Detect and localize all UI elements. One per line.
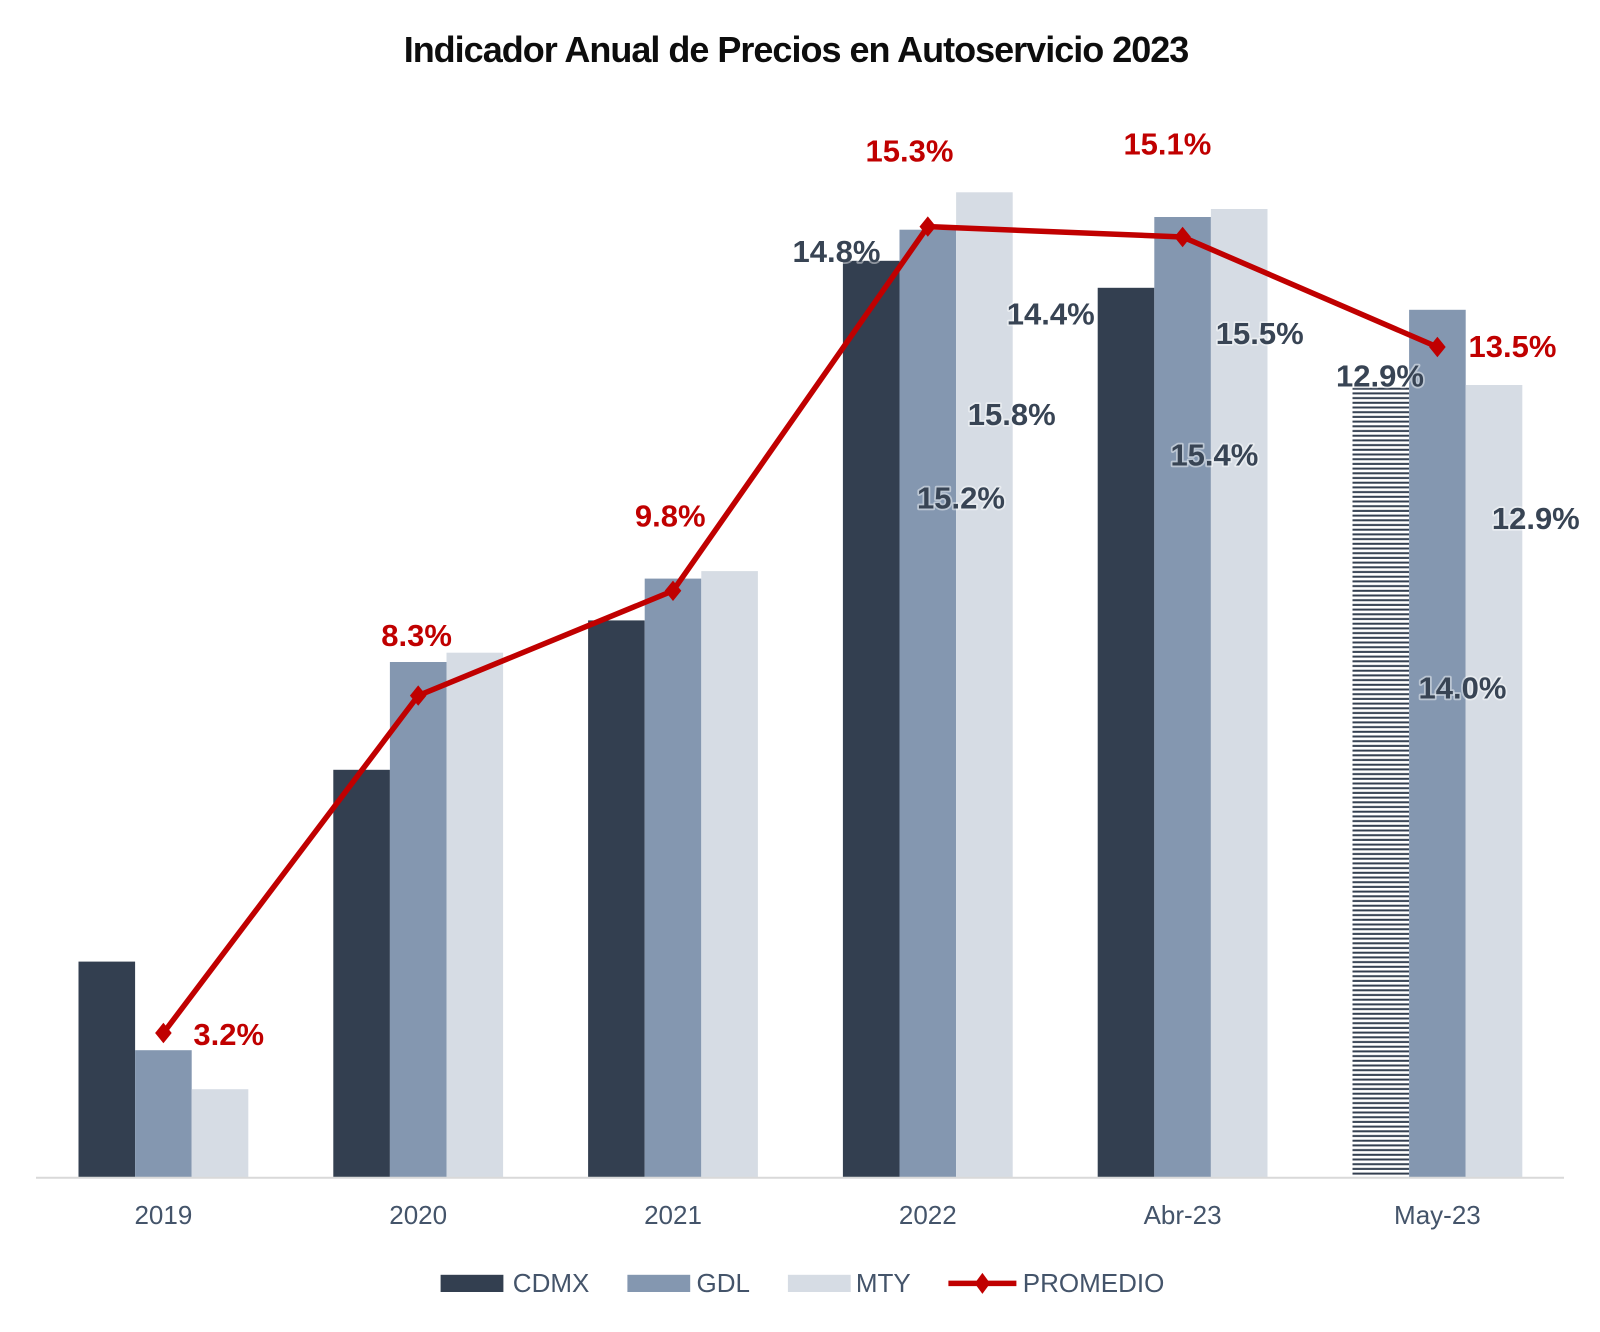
svg-text:15.3%: 15.3%: [866, 134, 954, 169]
svg-text:Indicador Anual de Precios en: Indicador Anual de Precios en Autoservic…: [404, 29, 1189, 70]
svg-text:15.5%: 15.5%: [1216, 316, 1304, 351]
svg-text:2021: 2021: [644, 1200, 702, 1230]
svg-text:15.2%: 15.2%: [917, 481, 1005, 516]
svg-text:15.8%: 15.8%: [968, 397, 1056, 432]
svg-text:CDMX: CDMX: [513, 1268, 590, 1298]
svg-text:2022: 2022: [899, 1200, 957, 1230]
svg-text:15.4%: 15.4%: [1170, 438, 1258, 473]
svg-text:14.0%: 14.0%: [1419, 671, 1507, 706]
svg-text:14.4%: 14.4%: [1007, 296, 1095, 331]
svg-text:12.9%: 12.9%: [1336, 359, 1424, 394]
svg-text:May-23: May-23: [1394, 1200, 1481, 1230]
svg-text:PROMEDIO: PROMEDIO: [1023, 1268, 1165, 1298]
svg-text:13.5%: 13.5%: [1469, 329, 1557, 364]
svg-text:14.8%: 14.8%: [793, 234, 881, 269]
svg-text:9.8%: 9.8%: [635, 499, 706, 534]
svg-text:Abr-23: Abr-23: [1144, 1200, 1222, 1230]
svg-text:MTY: MTY: [856, 1268, 911, 1298]
svg-text:3.2%: 3.2%: [193, 1017, 264, 1052]
svg-text:15.1%: 15.1%: [1123, 127, 1211, 162]
svg-text:12.9%: 12.9%: [1492, 501, 1580, 536]
svg-text:GDL: GDL: [697, 1268, 750, 1298]
svg-text:2020: 2020: [389, 1200, 447, 1230]
svg-text:8.3%: 8.3%: [381, 618, 452, 653]
svg-text:2019: 2019: [134, 1200, 192, 1230]
